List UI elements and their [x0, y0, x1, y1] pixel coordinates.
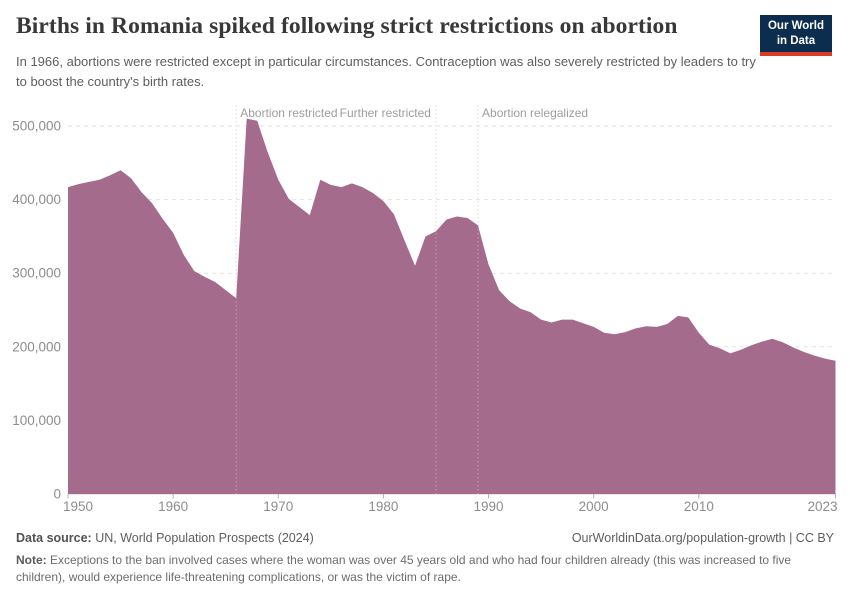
x-axis-label: 2023 [807, 499, 837, 514]
credit-link[interactable]: OurWorldinData.org/population-growth | C… [571, 531, 834, 545]
owid-logo[interactable]: Our World in Data [759, 15, 832, 57]
x-axis-label: 1960 [158, 499, 188, 514]
data-source-text: UN, World Population Prospects (2024) [91, 531, 314, 545]
x-axis-label: 1970 [263, 499, 293, 514]
y-axis-label: 100,000 [12, 413, 61, 428]
x-axis-label: 2000 [579, 499, 609, 514]
owid-logo-line2: in Data [776, 34, 816, 47]
births-area-chart[interactable]: 1950 1960 1970 1980 1990 2000 2010 2023 0 100,000… [0, 0, 850, 530]
footer-source-row: Data source: UN, World Population Prospe… [16, 531, 834, 545]
owid-logo-line1: Our World [767, 20, 824, 32]
y-axis-label: 200,000 [12, 339, 61, 354]
y-axis-label: 300,000 [12, 266, 61, 281]
y-axis-label: 500,000 [12, 119, 61, 134]
x-axis-label: 1980 [368, 499, 398, 514]
annotation-label: Abortion relegalized [482, 106, 588, 120]
annotation-label: Further restricted [340, 106, 431, 120]
x-axis-label: 1990 [474, 499, 504, 514]
annotation-label: Abortion restricted [240, 106, 337, 120]
footer-note-label: Note: [16, 553, 47, 567]
footer-note-text: Exceptions to the ban involved cases whe… [16, 553, 792, 585]
data-source-label: Data source: [16, 531, 92, 545]
chart-subtitle: In 1966, abortions were restricted excep… [16, 54, 756, 90]
x-axis-label: 1950 [63, 499, 93, 514]
data-source: Data source: UN, World Population Prospe… [16, 531, 314, 545]
y-axis-label: 0 [53, 487, 61, 502]
page-title: Births in Romania spiked following stric… [16, 13, 678, 39]
footer-note: Note: Exceptions to the ban involved cas… [16, 552, 836, 587]
births-series-area[interactable] [68, 118, 836, 494]
y-axis-label: 400,000 [12, 192, 61, 207]
x-axis-label: 2010 [684, 499, 714, 514]
